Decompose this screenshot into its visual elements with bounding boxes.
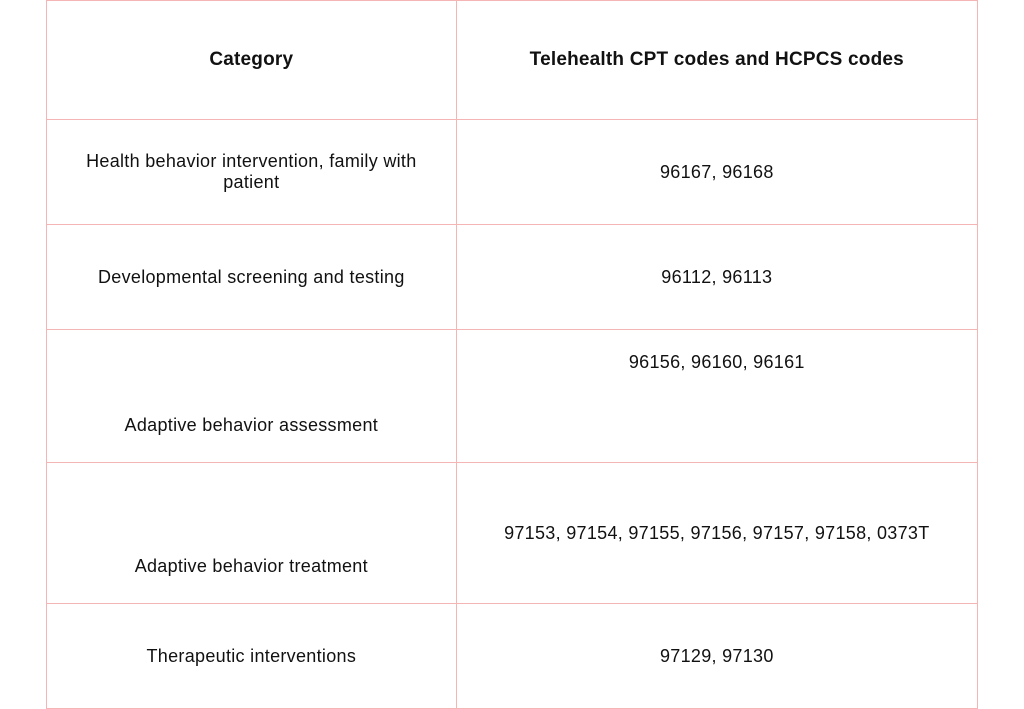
cell-codes: 96167, 96168 xyxy=(456,120,977,225)
cell-category: Therapeutic interventions xyxy=(47,604,457,709)
cell-codes: 97129, 97130 xyxy=(456,604,977,709)
table-row: Health behavior intervention, family wit… xyxy=(47,120,978,225)
cell-category: Adaptive behavior assessment xyxy=(47,330,457,463)
table-row: Therapeutic interventions 97129, 97130 xyxy=(47,604,978,709)
column-header-category: Category xyxy=(47,1,457,120)
cell-codes: 96112, 96113 xyxy=(456,225,977,330)
page-container: Category Telehealth CPT codes and HCPCS … xyxy=(0,0,1024,709)
cell-category: Developmental screening and testing xyxy=(47,225,457,330)
table-header-row: Category Telehealth CPT codes and HCPCS … xyxy=(47,1,978,120)
column-header-codes: Telehealth CPT codes and HCPCS codes xyxy=(456,1,977,120)
cpt-codes-table: Category Telehealth CPT codes and HCPCS … xyxy=(46,0,978,709)
table-row: Developmental screening and testing 9611… xyxy=(47,225,978,330)
cell-codes: 97153, 97154, 97155, 97156, 97157, 97158… xyxy=(456,463,977,604)
cell-category: Health behavior intervention, family wit… xyxy=(47,120,457,225)
table-row: Adaptive behavior treatment 97153, 97154… xyxy=(47,463,978,604)
cell-codes: 96156, 96160, 96161 xyxy=(456,330,977,463)
cell-category: Adaptive behavior treatment xyxy=(47,463,457,604)
table-row: Adaptive behavior assessment 96156, 9616… xyxy=(47,330,978,463)
